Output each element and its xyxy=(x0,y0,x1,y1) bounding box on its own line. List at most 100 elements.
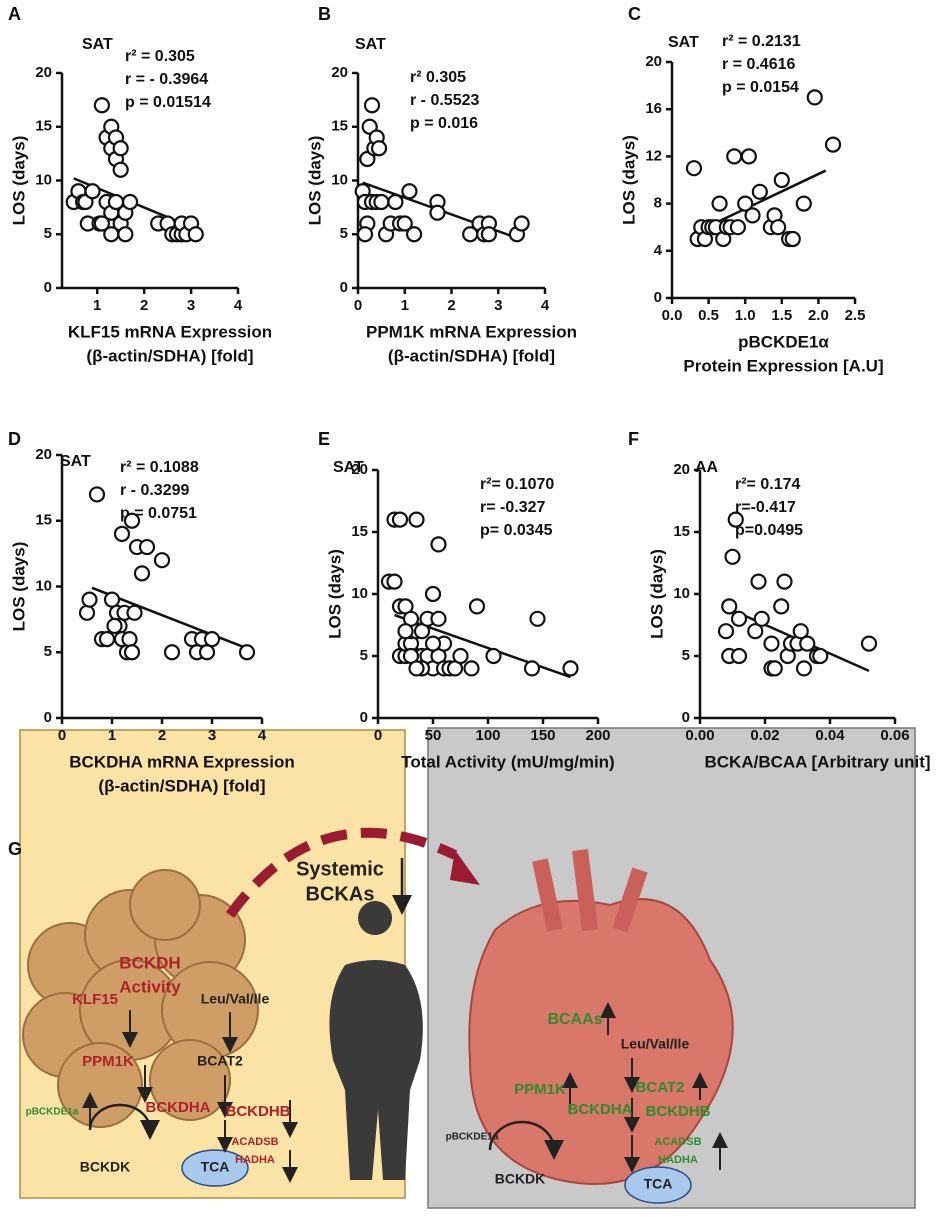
stat: r² = 0.305 xyxy=(125,48,195,65)
point xyxy=(776,573,793,590)
subtitle: SAT xyxy=(82,36,113,53)
flow-arc xyxy=(225,827,458,918)
point xyxy=(370,140,388,157)
point xyxy=(106,617,123,635)
tca-oval xyxy=(624,1166,692,1204)
x-tick-label: 0 xyxy=(354,297,362,314)
x-tick-label: 0.04 xyxy=(815,727,845,744)
point xyxy=(721,598,738,615)
y-axis-label: LOS (days) xyxy=(647,549,666,639)
stat: p = 0.0154 xyxy=(722,79,799,96)
point xyxy=(387,193,404,211)
point xyxy=(747,623,764,640)
x-tick-label: 1.5 xyxy=(771,307,792,324)
point xyxy=(430,536,447,553)
point xyxy=(113,525,131,543)
point xyxy=(121,193,139,211)
diagram-label: Leu/Val/Ile xyxy=(201,991,270,1007)
diagram-label: TCA xyxy=(644,1176,673,1192)
point xyxy=(562,660,579,677)
diagram-label: PPM1K xyxy=(514,1081,566,1098)
point xyxy=(730,610,748,627)
x-axis-label: PPM1K mRNA Expression xyxy=(366,322,577,341)
point xyxy=(203,630,221,648)
point xyxy=(133,565,151,582)
y-tick-label: 0 xyxy=(360,709,368,726)
stat: r²= 0.174 xyxy=(735,476,800,493)
point xyxy=(408,511,425,528)
point xyxy=(356,226,374,243)
x-axis-label: pBCKDE1α xyxy=(738,332,829,351)
x-tick-label: 0 xyxy=(374,727,382,744)
point xyxy=(751,183,768,200)
y-tick-label: 15 xyxy=(35,118,52,135)
point xyxy=(386,573,403,590)
point xyxy=(750,573,767,590)
diagram-label: BCAT2 xyxy=(197,1053,243,1069)
x-tick-label: 150 xyxy=(530,727,555,744)
panel-label: G xyxy=(8,839,22,859)
y-tick-label: 10 xyxy=(351,585,368,602)
point xyxy=(795,195,812,212)
point xyxy=(523,660,541,677)
diagram-label: BCKDHA xyxy=(568,1101,633,1118)
point xyxy=(744,207,761,224)
y-axis-label: LOS (days) xyxy=(619,135,638,225)
x-tick-label: 1.0 xyxy=(735,307,756,324)
stat: r² 0.305 xyxy=(410,69,466,86)
x-tick-label: 0.06 xyxy=(880,727,909,744)
point xyxy=(363,97,381,114)
x-tick-label: 50 xyxy=(425,727,442,744)
y-axis-label: LOS (days) xyxy=(305,136,324,226)
point xyxy=(717,623,735,640)
point xyxy=(153,552,171,569)
y-tick-label: 5 xyxy=(44,225,52,242)
x-tick-label: 2 xyxy=(158,727,166,744)
y-tick-label: 15 xyxy=(351,523,368,540)
diagram-label: Systemic xyxy=(296,858,384,880)
point xyxy=(373,193,390,211)
point xyxy=(430,610,447,627)
diagram-label: BCKDH xyxy=(119,953,180,972)
point xyxy=(121,630,138,648)
point xyxy=(238,644,256,661)
diagram-label: BCAT2 xyxy=(636,1079,685,1096)
point xyxy=(727,511,744,528)
x-tick-label: 3 xyxy=(494,297,502,314)
point xyxy=(123,512,141,529)
diagram-label: HADHA xyxy=(658,1154,698,1166)
point xyxy=(84,183,101,200)
stat: r - 0.3299 xyxy=(120,482,189,499)
point xyxy=(513,215,530,232)
point xyxy=(408,660,425,677)
y-tick-label: 20 xyxy=(35,446,52,463)
vessels xyxy=(532,849,648,933)
point xyxy=(424,635,442,652)
point xyxy=(711,195,728,212)
point xyxy=(397,623,414,640)
y-tick-label: 0 xyxy=(654,289,662,306)
point xyxy=(112,140,129,157)
diagram-label: HADHA xyxy=(235,1154,275,1166)
point xyxy=(763,635,780,652)
point xyxy=(138,538,156,556)
diagram-label: pBCKDE1a xyxy=(26,1107,79,1118)
y-axis-label: LOS (days) xyxy=(9,542,28,632)
diagram-label: BCKDHB xyxy=(646,1103,711,1120)
stat: p = 0.016 xyxy=(410,115,478,132)
panel-label: E xyxy=(318,429,330,449)
diagram-art xyxy=(19,727,916,1209)
point xyxy=(98,630,116,648)
y-axis-label: LOS (days) xyxy=(325,549,344,639)
y-tick-label: 0 xyxy=(340,279,348,296)
y-tick-label: 15 xyxy=(673,523,690,540)
point xyxy=(81,591,98,608)
x-tick-label: 0.5 xyxy=(698,307,719,324)
point xyxy=(126,604,143,621)
point xyxy=(529,610,546,627)
x-axis-label: BCKDHA mRNA Expression xyxy=(69,752,294,771)
panel-label: B xyxy=(318,4,331,24)
y-tick-label: 0 xyxy=(44,279,52,296)
point xyxy=(724,548,741,565)
x-tick-label: 1 xyxy=(93,297,101,314)
